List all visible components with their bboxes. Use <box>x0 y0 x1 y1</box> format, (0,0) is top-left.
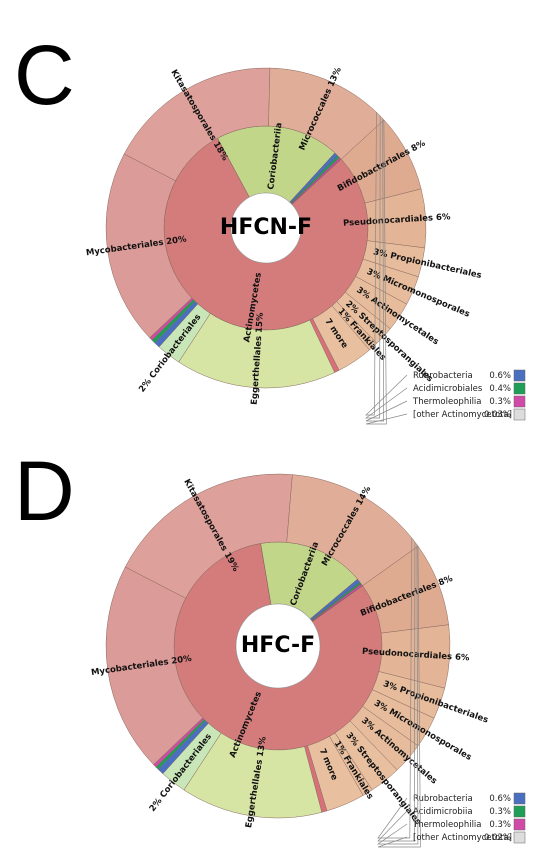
legend-value: 0.3% <box>489 397 511 407</box>
legend-label-acidimicrobiales: Acidimicrobiales <box>413 384 483 394</box>
legend-value: 0.3% <box>489 807 511 817</box>
panel-letter: D <box>14 444 75 538</box>
legend-swatch <box>513 382 526 395</box>
legend-value: 0.02% <box>484 833 511 843</box>
legend-swatch <box>513 792 526 805</box>
center-circle <box>230 192 302 264</box>
legend-value: 0.4% <box>489 384 511 394</box>
legend-swatch <box>513 818 526 831</box>
legend-value: 0.3% <box>489 820 511 830</box>
legend-label-other-actinomycetota: [other Actinomycetota] <box>413 833 512 843</box>
legend-label-other-actinomycetota: [other Actinomycetota] <box>413 410 512 420</box>
legend-label-rubrobacteria: Rubrobacteria <box>413 794 473 804</box>
legend-swatch <box>513 369 526 382</box>
legend-swatch <box>513 408 526 421</box>
legend-leader-line <box>365 119 408 425</box>
legend-label-thermoleophilia: Thermoleophilia <box>412 820 482 830</box>
legend-label-acidimicrobiia: Acidimicrobiia <box>413 807 473 817</box>
legend-leader-line <box>377 546 421 848</box>
center-circle <box>235 603 321 689</box>
legend-swatch <box>513 395 526 408</box>
legend-value: 0.6% <box>489 794 511 804</box>
panel-letter: C <box>14 28 75 122</box>
legend-label-rubrobacteria: Rubrobacteria <box>413 371 473 381</box>
legend-swatch <box>513 805 526 818</box>
legend-label-thermoleophilia: Thermoleophilia <box>412 397 482 407</box>
center-label: HFCN-F <box>220 215 312 240</box>
center-label: HFC-F <box>241 633 315 658</box>
legend-leader-line <box>376 544 419 845</box>
legend-value: 0.03% <box>484 410 511 420</box>
legend-value: 0.6% <box>489 371 511 381</box>
legend-swatch <box>513 831 526 844</box>
legend-leader-line <box>377 537 413 839</box>
